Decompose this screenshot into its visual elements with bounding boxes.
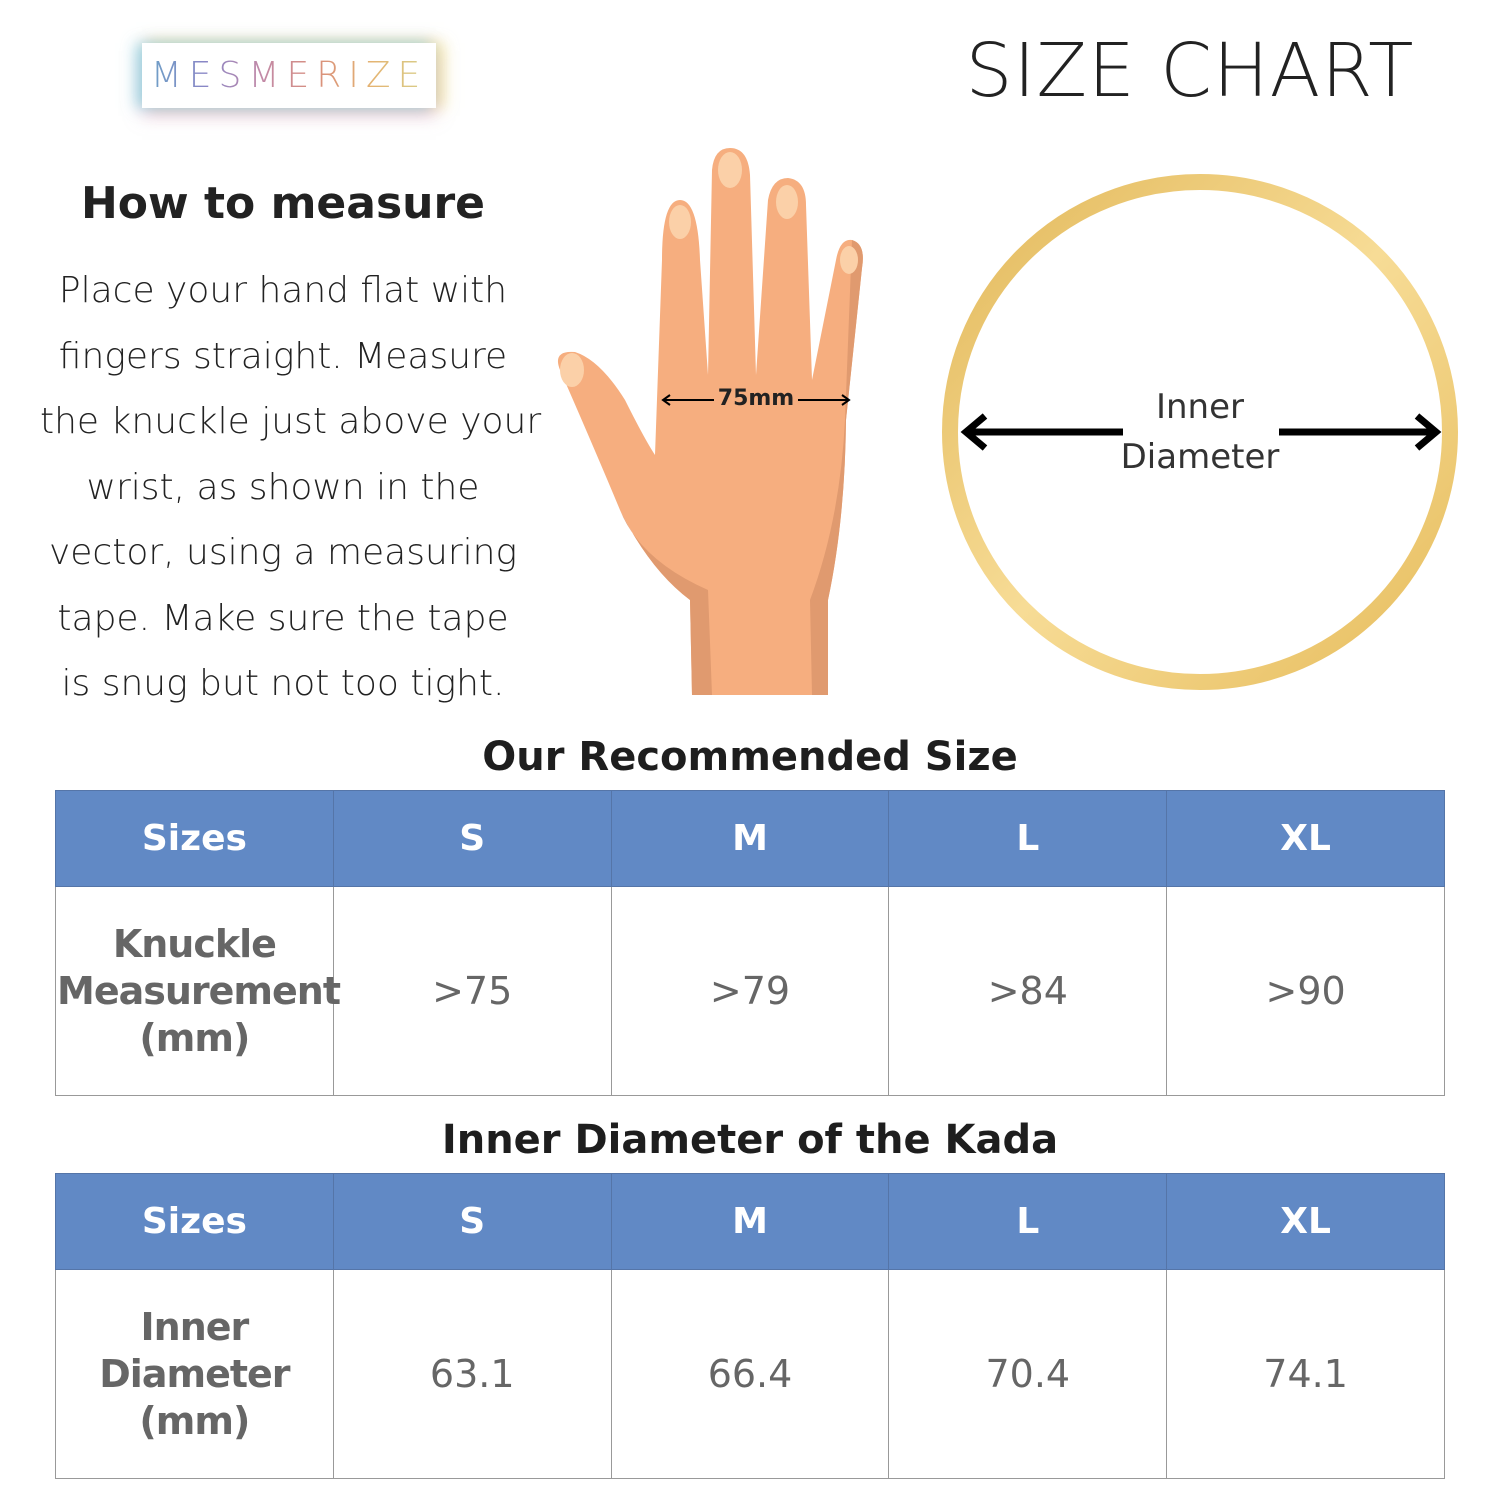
ring-label-line: Inner (1155, 387, 1245, 427)
row-label-line: (mm) (139, 1398, 250, 1443)
inner-diameter-table: Sizes S M L XL Inner Diameter (mm) 63.1 66… (55, 1173, 1445, 1479)
header-cell: L (888, 1173, 1168, 1270)
header-cell: L (888, 790, 1168, 887)
measure-label: 75mm (717, 386, 795, 411)
row-label-line: Knuckle (112, 921, 277, 966)
header-cell: S (332, 790, 612, 887)
recommended-size-table: Sizes S M L XL Knuckle Measurement (mm) >7… (55, 790, 1445, 1096)
value-cell: >84 (888, 886, 1168, 1096)
hand-illustration (557, 148, 863, 695)
instruction-line: vector, using a measuring (48, 532, 518, 573)
table-row: Knuckle Measurement (mm) >75 >79 >84 >90 (55, 886, 1445, 1096)
value-cell: 70.4 (888, 1269, 1168, 1479)
table-header-row: Sizes S M L XL (55, 1173, 1445, 1270)
instruction-line: the knuckle just above your (40, 401, 542, 442)
instruction-line: wrist, as shown in the (86, 466, 480, 508)
row-label: Inner Diameter (mm) (55, 1269, 334, 1479)
hand-shape (557, 148, 863, 695)
row-label: Knuckle Measurement (mm) (55, 886, 341, 1096)
ring-illustration (942, 174, 1458, 690)
header-cell: M (610, 1173, 890, 1270)
brand-logo: MESMERIZE (142, 43, 436, 108)
header-cell: Sizes (55, 1173, 334, 1270)
header-cell: S (332, 1173, 612, 1270)
value-cell: >75 (332, 886, 612, 1096)
table-row: Inner Diameter (mm) 63.1 66.4 70.4 74.1 (55, 1269, 1445, 1479)
ring-label: Inner Diameter (1100, 382, 1300, 482)
instruction-line: fingers straight. Measure (58, 335, 508, 377)
header-cell: M (610, 790, 890, 887)
value-cell: 74.1 (1166, 1269, 1445, 1479)
diameter-arrows (960, 413, 1442, 451)
page-title: SIZE CHART (965, 28, 1415, 114)
instruction-line: Place your hand flat with (58, 270, 508, 311)
value-cell: >90 (1166, 886, 1445, 1096)
recommended-size-title: Our Recommended Size (482, 734, 1018, 780)
howto-instructions: Place your hand flat with fingers straig… (40, 258, 542, 717)
value-cell: 63.1 (332, 1269, 612, 1479)
howto-heading: How to measure (80, 178, 486, 229)
header-cell: XL (1166, 1173, 1445, 1270)
value-cell: 66.4 (610, 1269, 890, 1479)
header-cell: XL (1166, 790, 1445, 887)
ring-circle (942, 174, 1458, 690)
instruction-line: tape. Make sure the tape (57, 597, 509, 639)
row-label-line: (mm) (139, 1015, 250, 1060)
row-label-line: Measurement (57, 968, 341, 1013)
logo-text: MESMERIZE (150, 55, 428, 96)
value-cell: >79 (610, 886, 890, 1096)
instruction-line: is snug but not too tight. (61, 663, 505, 704)
ring-label-line: Diameter (1120, 437, 1280, 477)
row-label-line: Diameter (99, 1351, 290, 1396)
header-cell: Sizes (55, 790, 334, 887)
inner-diameter-title: Inner Diameter of the Kada (441, 1117, 1059, 1163)
table-header-row: Sizes S M L XL (55, 790, 1445, 887)
row-label-line: Inner (140, 1304, 250, 1349)
